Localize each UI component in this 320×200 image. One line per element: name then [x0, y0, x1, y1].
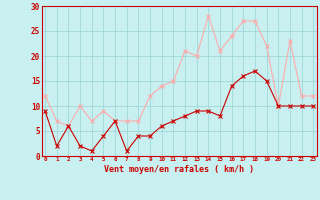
X-axis label: Vent moyen/en rafales ( km/h ): Vent moyen/en rafales ( km/h ) [104, 165, 254, 174]
